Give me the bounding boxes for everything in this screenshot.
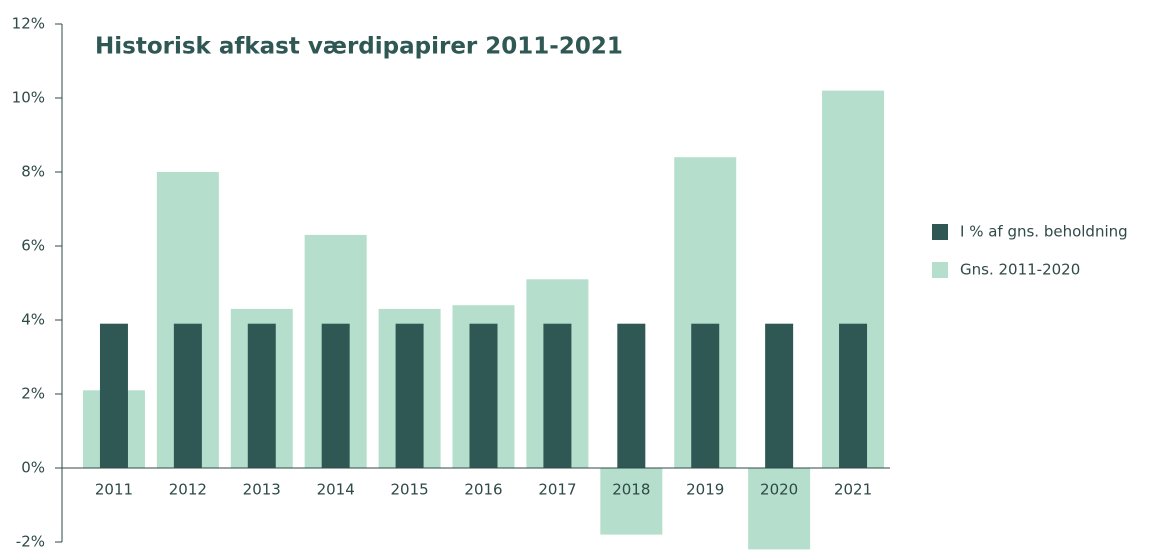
bar bbox=[247, 323, 276, 468]
x-tick-label: 2013 bbox=[243, 481, 281, 499]
x-tick-label: 2016 bbox=[464, 481, 502, 499]
x-tick-label: 2019 bbox=[686, 481, 724, 499]
bar bbox=[99, 323, 128, 468]
y-tick-label: -2% bbox=[16, 533, 45, 551]
y-tick-label: 10% bbox=[12, 89, 45, 107]
x-tick-label: 2015 bbox=[390, 481, 428, 499]
bar bbox=[173, 323, 202, 468]
bar bbox=[617, 323, 646, 468]
legend-label: Gns. 2011-2020 bbox=[960, 261, 1080, 279]
bar bbox=[543, 323, 572, 468]
bar bbox=[748, 468, 811, 550]
x-tick-label: 2021 bbox=[834, 481, 872, 499]
y-tick-label: 8% bbox=[21, 163, 45, 181]
bar bbox=[839, 323, 868, 468]
bar bbox=[395, 323, 424, 468]
x-tick-label: 2014 bbox=[317, 481, 355, 499]
bar bbox=[600, 468, 663, 535]
legend-label: I % af gns. beholdning bbox=[960, 223, 1128, 241]
y-tick-label: 6% bbox=[21, 237, 45, 255]
y-tick-label: 2% bbox=[21, 385, 45, 403]
chart-title: Historisk afkast værdipapirer 2011-2021 bbox=[95, 34, 623, 60]
x-tick-label: 2017 bbox=[538, 481, 576, 499]
y-tick-label: 0% bbox=[21, 459, 45, 477]
x-tick-label: 2012 bbox=[169, 481, 207, 499]
y-tick-label: 12% bbox=[12, 15, 45, 33]
x-tick-label: 2020 bbox=[760, 481, 798, 499]
bar bbox=[469, 323, 498, 468]
bar bbox=[765, 323, 794, 468]
legend-swatch bbox=[932, 262, 948, 278]
bar bbox=[321, 323, 350, 468]
legend-swatch bbox=[932, 224, 948, 240]
y-tick-label: 4% bbox=[21, 311, 45, 329]
x-tick-label: 2018 bbox=[612, 481, 650, 499]
bar bbox=[691, 323, 720, 468]
x-tick-label: 2011 bbox=[95, 481, 133, 499]
